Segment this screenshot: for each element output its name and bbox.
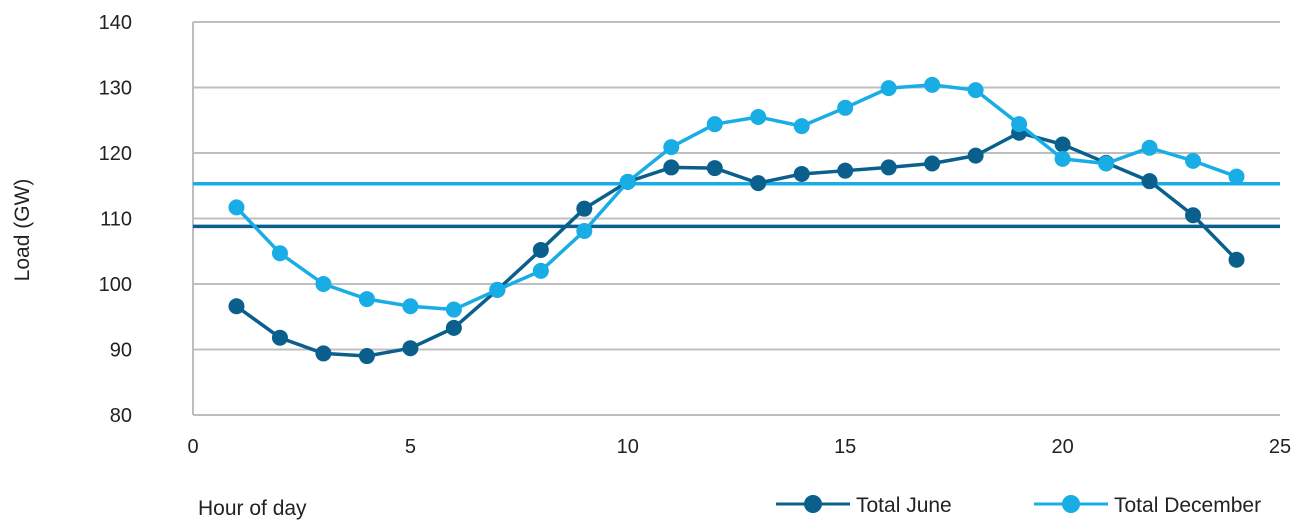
data-point-june	[271, 329, 288, 346]
x-tick-label: 5	[405, 436, 416, 458]
data-point-december	[358, 291, 375, 308]
x-tick-label: 10	[617, 436, 639, 458]
legend-item-june: Total June	[776, 494, 952, 517]
data-point-december	[837, 99, 854, 116]
legend-item-december: Total December	[1034, 494, 1261, 517]
y-tick-label: 110	[100, 209, 132, 231]
data-point-december	[315, 276, 332, 292]
legend-swatch-marker-june	[804, 495, 822, 513]
gridlines	[193, 21, 1280, 351]
data-point-december	[706, 116, 723, 133]
data-point-december	[750, 108, 767, 125]
data-point-december	[924, 76, 941, 93]
data-point-june	[924, 155, 941, 172]
legend-label-december: Total December	[1114, 494, 1261, 517]
series-line-december	[235, 83, 1238, 312]
data-point-june	[1185, 207, 1202, 224]
x-tick-label: 25	[1269, 436, 1291, 458]
legend-label-june: Total June	[856, 494, 952, 517]
data-point-june	[358, 348, 375, 365]
data-point-december	[1011, 116, 1028, 133]
y-tick-label: 140	[99, 12, 132, 34]
data-point-december	[402, 298, 419, 315]
data-point-december	[967, 82, 984, 99]
data-point-june	[880, 159, 897, 176]
legend-swatch-marker-december	[1062, 495, 1080, 513]
data-point-december	[532, 262, 549, 279]
y-tick-label: 130	[99, 78, 132, 100]
data-point-december	[793, 118, 810, 135]
data-point-june	[750, 175, 767, 192]
data-point-june	[576, 200, 593, 217]
data-point-june	[837, 162, 854, 179]
data-point-june	[445, 319, 462, 336]
y-tick-label: 80	[110, 405, 132, 427]
data-point-june	[967, 147, 984, 164]
data-point-june	[532, 241, 549, 258]
data-point-december	[1185, 152, 1202, 169]
series-line-june	[235, 130, 1238, 358]
y-tick-label: 120	[99, 143, 132, 165]
x-tick-label: 15	[834, 436, 856, 458]
data-point-june	[706, 160, 723, 177]
y-tick-label: 90	[110, 340, 132, 362]
y-tick-labels: 80 90 100 110 120 130 140	[99, 12, 132, 427]
data-point-june	[315, 345, 332, 362]
data-point-june	[228, 298, 245, 315]
data-point-december	[1141, 139, 1158, 156]
data-point-december	[489, 281, 506, 298]
data-point-december	[1098, 155, 1115, 172]
x-tick-label: 0	[187, 436, 198, 458]
series-december	[228, 76, 1245, 318]
data-point-june	[1228, 251, 1245, 268]
data-point-december	[228, 199, 245, 216]
data-point-december	[271, 245, 288, 262]
data-point-june	[663, 159, 680, 176]
data-point-june	[1054, 136, 1071, 153]
average-lines	[193, 182, 1280, 229]
data-point-december	[663, 139, 680, 156]
series-lines	[228, 76, 1245, 365]
data-point-december	[1228, 168, 1245, 185]
data-point-december	[445, 301, 462, 318]
legend: Total June Total December	[776, 494, 1261, 517]
data-point-june	[793, 165, 810, 182]
data-point-december	[619, 173, 636, 190]
data-point-december	[576, 222, 593, 239]
x-tick-labels: 0 5 10 15 20 25	[187, 436, 1291, 458]
data-point-june	[402, 340, 419, 357]
x-axis-title: Hour of day	[198, 497, 307, 520]
series-june	[228, 124, 1245, 365]
data-point-june	[1141, 173, 1158, 190]
data-point-december	[880, 80, 897, 97]
data-point-december	[1054, 150, 1071, 167]
y-tick-label: 100	[99, 274, 132, 296]
y-axis-title: Load (GW)	[11, 179, 34, 282]
x-tick-label: 20	[1051, 436, 1073, 458]
